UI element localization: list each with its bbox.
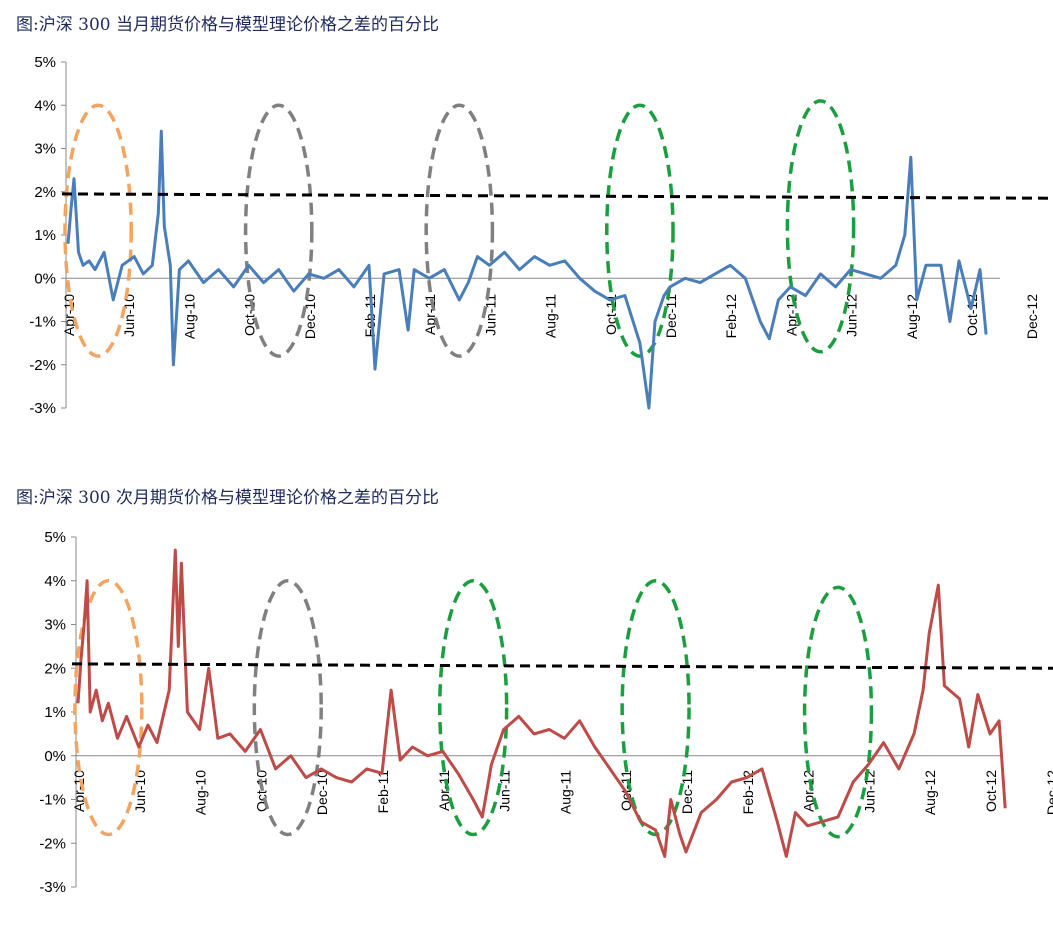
highlight-ellipse: [243, 103, 314, 358]
x-tick-label: Dec-10: [314, 770, 330, 815]
x-tick-label: Jun-10: [121, 294, 137, 337]
x-tick-label: Feb-12: [740, 770, 756, 815]
x-tick-label: Apr-10: [71, 770, 87, 812]
x-tick-label: Aug-10: [181, 294, 197, 339]
x-tick-label: Jun-11: [497, 770, 513, 812]
y-tick-label: 0%: [34, 270, 56, 287]
highlight-ellipse: [605, 103, 675, 358]
y-tick-label: 2%: [44, 660, 66, 677]
highlight-ellipse: [252, 579, 323, 837]
chart-1-title: 图:沪深 300 当月期货价格与模型理论价格之差的百分比: [16, 15, 439, 35]
x-tick-label: Dec-11: [663, 294, 679, 338]
y-tick-label: 2%: [34, 184, 56, 201]
y-tick-label: 4%: [44, 573, 66, 590]
x-tick-label: Jun-10: [132, 770, 148, 813]
highlight-ellipse: [438, 579, 509, 837]
series-line: [76, 548, 1007, 858]
x-tick-label: Aug-11: [557, 770, 573, 814]
x-tick-label: Apr-11: [436, 770, 452, 811]
highlight-ellipse: [424, 103, 495, 358]
y-tick-label: 1%: [44, 704, 66, 721]
y-tick-label: -3%: [29, 400, 56, 417]
x-tick-label: Dec-12: [1044, 770, 1053, 815]
x-tick-label: Aug-11: [543, 294, 559, 338]
y-tick-label: -3%: [39, 879, 66, 896]
y-tick-label: 4%: [34, 97, 56, 114]
y-tick-label: -1%: [29, 314, 56, 331]
y-tick-label: -1%: [39, 792, 66, 809]
reference-line: [71, 662, 1053, 670]
highlight-ellipse: [63, 103, 133, 358]
reference-line: [61, 192, 1053, 200]
y-tick-label: -2%: [39, 835, 66, 852]
y-tick-label: 3%: [34, 141, 56, 158]
x-tick-label: Dec-12: [1024, 294, 1040, 339]
x-tick-label: Dec-11: [679, 770, 695, 814]
x-tick-label: Feb-11: [375, 770, 391, 814]
y-tick-label: 5%: [34, 54, 56, 71]
series-line: [66, 129, 988, 410]
chart-1-plot: 5%4%3%2%1%0%-1%-2%-3%Apr-10 Jun-10 Aug-10 O…: [29, 54, 1053, 417]
y-tick-label: 0%: [44, 748, 66, 765]
x-tick-label: Aug-12: [922, 770, 938, 815]
x-tick-label: Aug-12: [904, 294, 920, 339]
x-tick-label: Aug-10: [193, 770, 209, 815]
x-tick-label: Feb-12: [723, 294, 739, 339]
x-tick-label: Oct-12: [964, 294, 980, 336]
highlight-ellipse: [802, 585, 874, 839]
chart-2-title: 图:沪深 300 次月期货价格与模型理论价格之差的百分比: [16, 488, 439, 508]
y-tick-label: 3%: [44, 617, 66, 634]
highlight-ellipse: [785, 99, 856, 354]
y-tick-label: -2%: [29, 357, 56, 374]
x-tick-label: Apr-12: [801, 770, 817, 812]
x-tick-label: Jun-11: [482, 294, 498, 336]
y-tick-label: 5%: [44, 529, 66, 546]
x-tick-label: Oct-12: [983, 770, 999, 812]
x-tick-label: Dec-10: [302, 294, 318, 339]
y-tick-label: 1%: [34, 227, 56, 244]
highlight-ellipse: [73, 579, 144, 837]
